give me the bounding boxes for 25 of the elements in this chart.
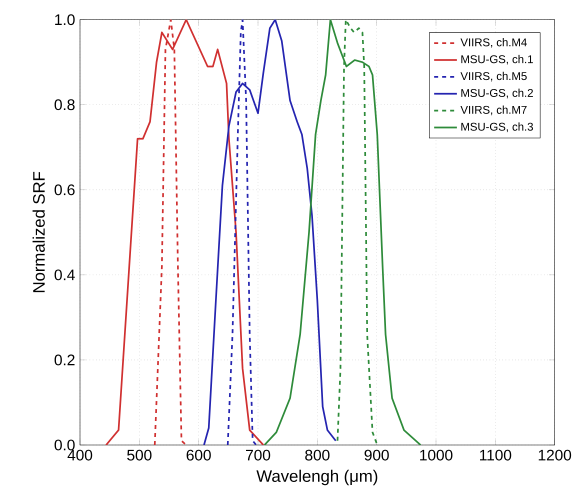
y-tick-label: 0.2 xyxy=(54,354,75,366)
x-tick-label: 1000 xyxy=(420,450,452,461)
x-tick-label: 500 xyxy=(127,450,152,461)
y-tick-label: 0.6 xyxy=(54,184,75,196)
legend-label: VIIRS, ch.M4 xyxy=(460,38,527,48)
y-tick-label: 0.0 xyxy=(54,440,75,450)
line-series xyxy=(203,20,337,445)
x-tick-label: 800 xyxy=(305,450,330,461)
x-tick-label: 400 xyxy=(68,450,92,461)
legend-label: VIIRS, ch.M7 xyxy=(460,106,527,116)
legend-label: MSU-GS, ch.1 xyxy=(461,54,533,65)
legend-label: MSU-GS, ch.3 xyxy=(461,122,533,132)
legend-label: VIIRS, ch.M5 xyxy=(460,72,527,82)
x-tick-label: 700 xyxy=(246,450,270,461)
y-axis-title: Normalized SRF xyxy=(32,172,45,292)
x-tick-label: 1100 xyxy=(480,450,512,461)
line-series xyxy=(264,20,422,445)
x-axis-title: Wavelengh (μm) xyxy=(256,470,378,486)
y-tick-label: 0.8 xyxy=(54,99,75,110)
y-tick-label: 0.4 xyxy=(54,269,75,280)
x-tick-label: 900 xyxy=(364,450,389,461)
x-tick-label: 600 xyxy=(186,450,211,461)
y-tick-label: 1.0 xyxy=(55,14,75,26)
x-tick-label: 1200 xyxy=(538,450,572,461)
legend-label: MSU-GS, ch.2 xyxy=(461,88,533,98)
